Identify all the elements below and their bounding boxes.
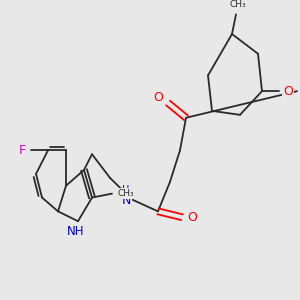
- Text: CH₃: CH₃: [230, 0, 246, 9]
- Text: F: F: [18, 144, 26, 157]
- Text: O: O: [187, 211, 197, 224]
- Text: N: N: [121, 194, 131, 207]
- Text: O: O: [283, 85, 293, 98]
- Text: O: O: [153, 91, 163, 103]
- Text: NH: NH: [67, 224, 85, 238]
- Text: H: H: [122, 185, 130, 195]
- Text: CH₃: CH₃: [118, 189, 134, 198]
